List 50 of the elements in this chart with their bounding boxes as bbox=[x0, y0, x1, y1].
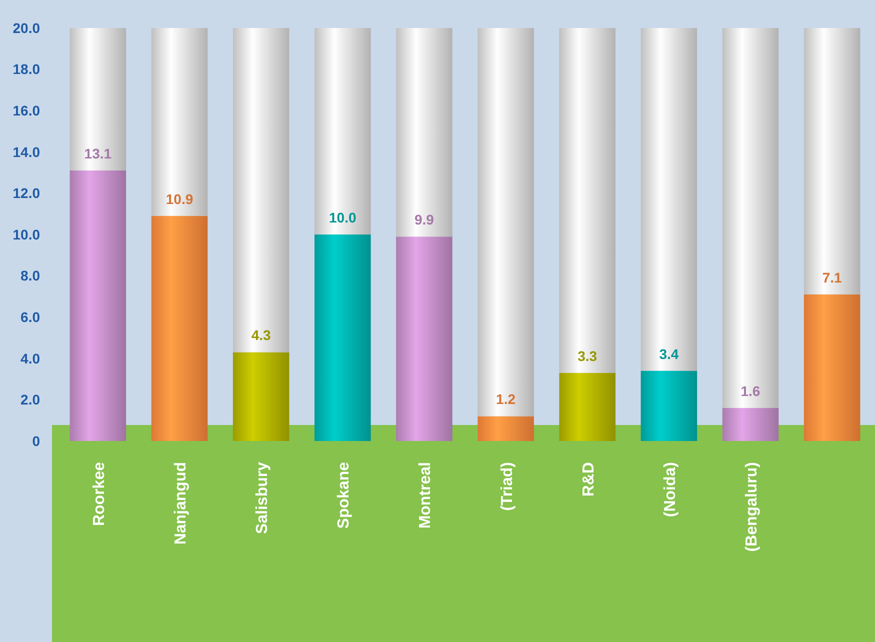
bar bbox=[804, 28, 860, 294]
bar bbox=[640, 370, 698, 441]
y-tick-label: 6.0 bbox=[20, 309, 40, 325]
bar bbox=[70, 28, 126, 170]
bar bbox=[396, 28, 452, 237]
bar bbox=[559, 28, 616, 373]
bar bbox=[478, 416, 534, 441]
y-tick-label: 18.0 bbox=[12, 61, 40, 78]
x-tick-label: Nanjangud bbox=[172, 462, 190, 545]
data-label: 1.6 bbox=[740, 382, 760, 399]
bar bbox=[314, 28, 371, 234]
y-tick-label: 0 bbox=[32, 432, 40, 449]
bar bbox=[70, 170, 126, 441]
bar bbox=[559, 372, 616, 441]
bar bbox=[151, 28, 208, 216]
data-label: 13.1 bbox=[84, 145, 112, 162]
bar bbox=[232, 352, 290, 441]
y-tick-label: 20.0 bbox=[12, 20, 40, 36]
x-tick-label: Salisbury bbox=[254, 462, 272, 534]
bar bbox=[151, 216, 208, 441]
data-label: 1.2 bbox=[496, 391, 516, 408]
data-label: 9.9 bbox=[414, 212, 434, 228]
bar bbox=[232, 28, 290, 352]
bar bbox=[804, 294, 860, 441]
x-tick-label: Montreal bbox=[417, 462, 434, 529]
y-tick-label: 14.0 bbox=[12, 144, 40, 160]
bar bbox=[722, 408, 779, 441]
bar bbox=[640, 28, 698, 371]
bar bbox=[314, 234, 371, 441]
y-tick-label: 4.0 bbox=[20, 350, 40, 366]
x-tick-label: R&D bbox=[580, 462, 598, 497]
data-label: 3.3 bbox=[578, 348, 598, 364]
bar bbox=[478, 28, 534, 416]
x-tick-label: (Triad) bbox=[498, 462, 516, 511]
x-tick-label: Roorkee bbox=[90, 462, 108, 526]
bar bbox=[396, 236, 452, 441]
y-tick-label: 12.0 bbox=[12, 185, 40, 202]
y-tick-label: 8.0 bbox=[20, 268, 40, 284]
x-tick-label: (Bengaluru) bbox=[744, 462, 760, 552]
data-label: 10.0 bbox=[329, 210, 356, 226]
y-tick-label: 2.0 bbox=[20, 392, 40, 408]
y-tick-label: 10.0 bbox=[12, 226, 40, 242]
bar bbox=[722, 28, 779, 408]
y-tick-label: 16.0 bbox=[12, 102, 40, 118]
data-label: 10.9 bbox=[166, 190, 194, 207]
data-label: 3.4 bbox=[659, 346, 679, 362]
data-label: 7.1 bbox=[822, 269, 842, 286]
data-label: 4.3 bbox=[251, 327, 272, 344]
x-tick-label: Spokane bbox=[336, 462, 353, 529]
x-tick-label: (Noida) bbox=[662, 462, 679, 518]
